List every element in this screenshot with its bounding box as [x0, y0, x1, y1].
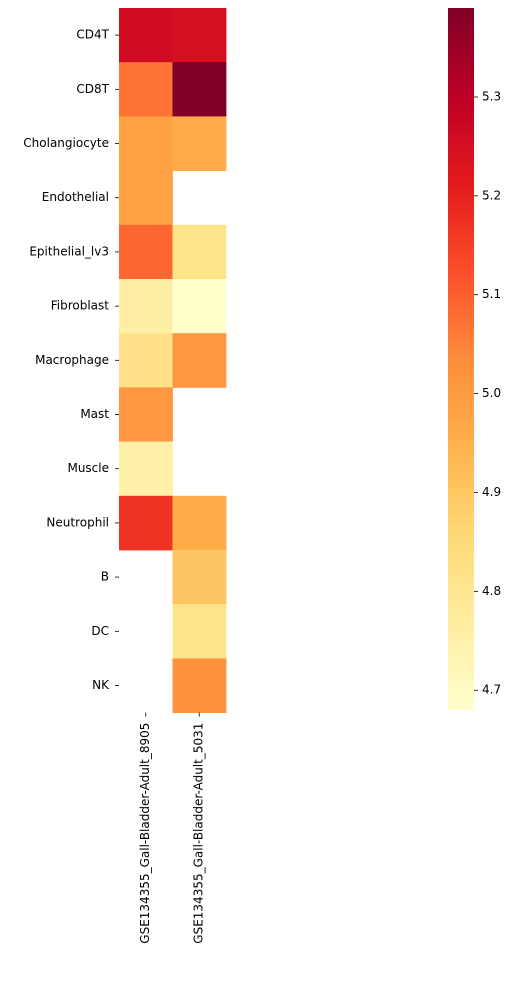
heatmap-cell [119, 62, 173, 117]
row-label: Endothelial [42, 190, 109, 204]
heatmap-cell [173, 62, 227, 117]
colorbar-tick-label: 4.7 [482, 683, 501, 697]
colorbar-ticks: 4.7 4.8 4.9 5.0 5.1 5.2 5.3 [474, 89, 501, 696]
heatmap-cell [119, 225, 173, 280]
colorbar-tick-label: 5.2 [482, 188, 501, 202]
row-label: CD8T [76, 82, 109, 96]
row-label: Muscle [67, 461, 109, 475]
row-label: Macrophage [35, 353, 109, 367]
row-label: NK [92, 678, 110, 692]
colorbar [448, 8, 474, 710]
column-label: GSE134355_Gall-Bladder-Adult_5031 [192, 723, 206, 944]
heatmap-cell [173, 8, 227, 63]
row-label: Mast [80, 407, 109, 421]
heatmap-cell [173, 550, 227, 605]
row-label: CD4T [76, 28, 109, 42]
heatmap-cell [119, 387, 173, 442]
heatmap-cell [119, 496, 173, 551]
heatmap-cells [119, 8, 226, 713]
row-label: Epithelial_lv3 [29, 244, 109, 258]
column-label: GSE134355_Gall-Bladder-Adult_8905 [138, 723, 152, 944]
heatmap-cell [119, 442, 173, 497]
heatmap-cell [119, 171, 173, 226]
column-labels: GSE134355_Gall-Bladder-Adult_8905 GSE1343… [138, 713, 206, 944]
colorbar-tick-label: 4.9 [482, 485, 501, 499]
heatmap-cell [173, 279, 227, 334]
heatmap-cell [119, 8, 173, 63]
heatmap-cell [173, 658, 227, 713]
row-label: Neutrophil [46, 515, 109, 529]
row-labels: CD4T CD8T Cholangiocyte Endothelial Epitheli… [23, 28, 119, 692]
heatmap-cell [119, 116, 173, 171]
colorbar-tick-label: 5.3 [482, 89, 501, 103]
heatmap-cell [173, 225, 227, 280]
heatmap-cell [173, 116, 227, 171]
colorbar-tick-label: 5.1 [482, 287, 501, 301]
heatmap-cell [119, 333, 173, 388]
colorbar-tick-label: 5.0 [482, 386, 501, 400]
row-label: Cholangiocyte [23, 136, 109, 150]
colorbar-tick-label: 4.8 [482, 584, 501, 598]
heatmap-cell [173, 496, 227, 551]
heatmap-cell [173, 333, 227, 388]
row-label: Fibroblast [51, 299, 110, 313]
heatmap-cell [173, 604, 227, 659]
heatmap-cell [119, 279, 173, 334]
row-label: B [101, 570, 109, 584]
row-label: DC [91, 624, 109, 638]
